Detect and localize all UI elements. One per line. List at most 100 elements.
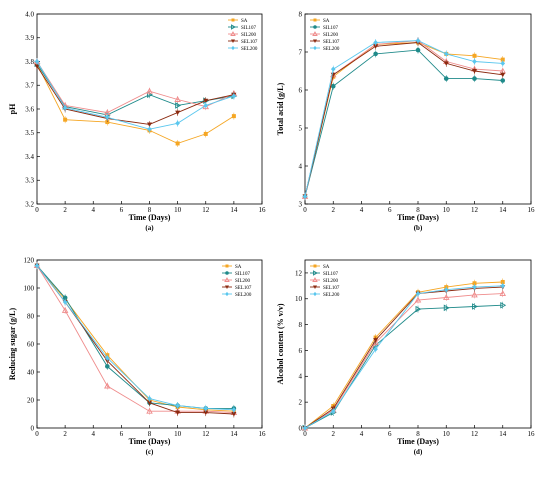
data-point xyxy=(302,193,308,199)
data-point xyxy=(34,263,40,269)
legend-label: SEL200 xyxy=(323,293,340,298)
data-point xyxy=(472,284,477,290)
data-point xyxy=(415,38,421,44)
y-tick-label: 3.5 xyxy=(25,129,34,137)
data-point xyxy=(146,87,153,94)
legend-label: SIL107 xyxy=(323,26,339,31)
legend-marker xyxy=(230,31,236,36)
data-point xyxy=(105,355,110,361)
data-point xyxy=(62,295,68,301)
data-point xyxy=(61,306,69,313)
series-line xyxy=(304,40,503,197)
x-tick-label: 0 xyxy=(303,430,307,438)
legend-marker xyxy=(231,45,235,51)
data-point xyxy=(443,76,449,81)
data-point xyxy=(472,69,477,74)
y-axis-label: pH xyxy=(8,103,17,114)
data-point xyxy=(231,412,237,417)
series-sel200 xyxy=(34,262,237,414)
y-tick-label: 2 xyxy=(299,399,303,407)
x-tick-label: 14 xyxy=(499,430,507,438)
data-point xyxy=(174,96,181,102)
x-tick-label: 8 xyxy=(416,430,420,438)
legend-label: SEL107 xyxy=(323,286,340,291)
x-tick-label: 6 xyxy=(388,430,392,438)
data-point xyxy=(373,346,378,352)
data-point xyxy=(472,58,477,65)
data-point xyxy=(175,410,181,416)
legend-label: SIL200 xyxy=(241,33,257,38)
legend: SA SIL107 SIL200 SEL107 SEL200 xyxy=(310,18,340,52)
legend-label: SIL200 xyxy=(323,33,339,38)
legend-marker xyxy=(313,270,318,276)
series-sa xyxy=(35,262,236,415)
legend-label: SIL107 xyxy=(323,272,339,277)
x-tick-label: 8 xyxy=(148,206,152,214)
data-point xyxy=(147,400,152,406)
legend-marker xyxy=(225,291,229,297)
series-line xyxy=(304,49,503,197)
x-tick-label: 14 xyxy=(230,206,238,214)
legend-marker xyxy=(313,45,317,51)
data-point xyxy=(302,425,308,431)
data-point xyxy=(231,407,237,413)
data-point xyxy=(500,279,505,284)
data-point xyxy=(175,102,182,109)
legend-label: SIL200 xyxy=(323,279,339,284)
x-tick-label: 10 xyxy=(174,430,182,438)
y-tick-label: 8 xyxy=(299,10,303,18)
x-tick-label: 12 xyxy=(471,206,479,214)
y-tick-label: 0 xyxy=(299,424,303,432)
data-point xyxy=(203,410,209,416)
legend-marker xyxy=(225,264,229,268)
data-point xyxy=(147,122,152,127)
data-point xyxy=(203,405,209,411)
data-point xyxy=(330,408,336,414)
y-tick-label: 8 xyxy=(299,321,303,329)
y-tick-label: 20 xyxy=(27,396,35,404)
data-point xyxy=(472,281,477,286)
panel-label: (c) xyxy=(146,448,154,456)
x-tick-label: 6 xyxy=(388,206,392,214)
data-point xyxy=(63,117,68,122)
y-tick-label: 3.4 xyxy=(25,153,34,161)
data-point xyxy=(499,290,507,297)
legend: SA SIL107 SIL200 SEL107 SEL200 xyxy=(222,264,252,298)
y-tick-label: 3.8 xyxy=(25,58,34,66)
x-tick-label: 14 xyxy=(230,430,238,438)
legend-marker xyxy=(224,277,230,282)
series-line xyxy=(36,265,234,411)
chart-panel-1: 0 2 4 6 8 10 12 14 16 3.2 3.3 3.4 3.5 3.6 3.7 3.8 3.9 4.0… xyxy=(8,10,266,232)
panel-label: (b) xyxy=(414,224,423,232)
y-tick-label: 7 xyxy=(299,48,303,56)
x-tick-label: 16 xyxy=(259,206,267,214)
data-point xyxy=(472,76,477,81)
x-axis-label: Time (Days) xyxy=(129,437,171,446)
panel-label: (d) xyxy=(414,448,423,456)
data-point xyxy=(34,58,40,65)
x-tick-label: 10 xyxy=(443,206,451,214)
data-point xyxy=(231,93,237,99)
legend: SA SIL107 SIL200 SEL107 SEL200 xyxy=(228,18,258,52)
x-tick-label: 16 xyxy=(528,206,536,214)
x-tick-label: 2 xyxy=(63,206,67,214)
data-point xyxy=(472,303,478,310)
y-tick-label: 100 xyxy=(24,284,35,292)
data-point xyxy=(175,403,180,409)
x-tick-label: 12 xyxy=(471,430,479,438)
y-tick-label: 6 xyxy=(299,86,303,94)
data-point xyxy=(471,291,478,298)
x-tick-label: 10 xyxy=(174,206,182,214)
y-tick-label: 3.2 xyxy=(25,200,34,208)
data-point xyxy=(175,141,180,146)
y-tick-label: 12 xyxy=(295,269,303,277)
y-tick-label: 120 xyxy=(24,256,35,264)
series-sel200 xyxy=(302,282,506,432)
legend-label: SA xyxy=(323,265,330,270)
y-tick-label: 4 xyxy=(299,162,303,170)
x-tick-label: 12 xyxy=(202,430,210,438)
data-point xyxy=(500,301,507,309)
legend-label: SEL200 xyxy=(241,47,258,52)
x-tick-label: 4 xyxy=(360,430,364,438)
